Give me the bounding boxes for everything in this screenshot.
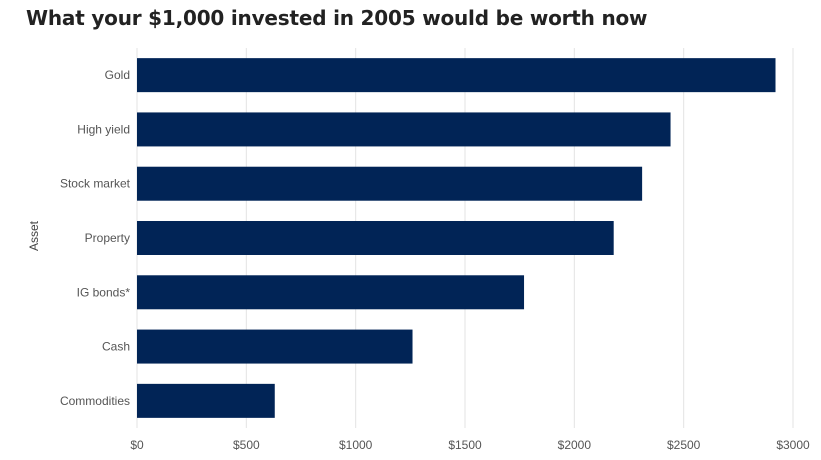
bar-stock-market xyxy=(137,166,643,201)
x-tick-label: $500 xyxy=(233,438,260,452)
bar-cash xyxy=(137,329,413,364)
bar-ig-bonds xyxy=(137,275,525,310)
x-tick-label: $3000 xyxy=(776,438,810,452)
bar-gold xyxy=(137,58,776,93)
x-tick-label: $2000 xyxy=(558,438,592,452)
bar-commodities xyxy=(137,383,275,418)
category-labels: Gold High yield Stock market Property IG bon… xyxy=(60,68,131,408)
bar-property xyxy=(137,221,614,255)
y-axis-title: Asset xyxy=(27,220,41,251)
x-axis-ticks: $0 $500 $1000 $1500 $2000 $2500 $3000 xyxy=(130,438,810,452)
category-label: High yield xyxy=(77,122,130,136)
x-tick-label: $2500 xyxy=(667,438,701,452)
x-tick-label: $1000 xyxy=(339,438,373,452)
x-tick-label: $0 xyxy=(130,438,144,452)
category-label: Property xyxy=(85,231,130,245)
bar-high-yield xyxy=(137,112,671,147)
category-label: IG bonds* xyxy=(77,285,131,299)
category-label: Cash xyxy=(102,340,130,354)
category-label: Stock market xyxy=(60,177,131,191)
chart-title: What your $1,000 invested in 2005 would … xyxy=(26,6,648,30)
bars xyxy=(137,58,776,418)
category-label: Commodities xyxy=(60,394,130,408)
x-tick-label: $1500 xyxy=(448,438,482,452)
category-label: Gold xyxy=(105,68,130,82)
